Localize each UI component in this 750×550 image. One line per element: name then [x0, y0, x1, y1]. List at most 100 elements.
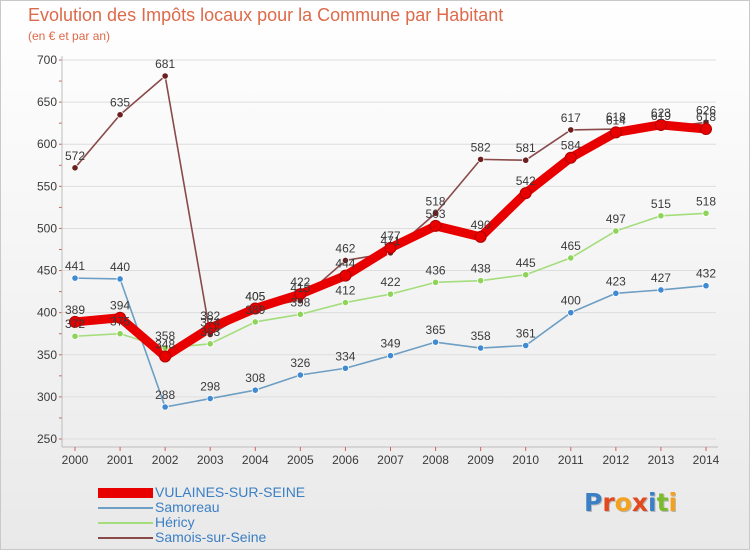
data-point: [116, 330, 124, 338]
data-point: [114, 311, 127, 324]
legend-swatch-vulaines: [98, 488, 153, 498]
data-label: 361: [516, 327, 536, 341]
data-point: [567, 309, 575, 317]
data-point: [386, 352, 395, 360]
data-label: 432: [696, 267, 716, 281]
y-tick-label: 700: [37, 53, 57, 67]
data-label: 497: [606, 212, 626, 226]
data-point: [429, 219, 442, 232]
x-tick-label: 2006: [332, 453, 359, 467]
data-label: 422: [380, 275, 400, 289]
data-label: 444: [335, 257, 355, 271]
data-point: [702, 209, 710, 217]
data-label: 626: [696, 103, 716, 117]
x-tick-label: 2009: [467, 453, 494, 467]
data-point: [204, 321, 217, 334]
data-point: [522, 156, 530, 164]
data-label: 400: [561, 294, 581, 308]
x-tick-label: 2002: [152, 453, 179, 467]
logo-letter: P: [584, 488, 603, 517]
data-point: [474, 230, 487, 243]
logo-letter: i: [668, 488, 678, 517]
y-tick-label: 650: [37, 95, 57, 109]
data-label: 623: [651, 106, 671, 120]
legend-swatch-samois: [98, 537, 153, 539]
data-label: 477: [380, 229, 400, 243]
data-label: 572: [65, 149, 85, 163]
data-label: 618: [696, 110, 716, 124]
data-label: 465: [561, 239, 581, 253]
data-point: [477, 344, 485, 352]
x-tick-label: 2010: [512, 453, 539, 467]
y-tick-label: 450: [37, 264, 57, 278]
data-label: 581: [516, 141, 536, 155]
logo-letter: r: [602, 488, 615, 517]
data-label: 422: [290, 275, 310, 289]
data-label: 389: [245, 303, 265, 317]
data-point: [522, 271, 530, 279]
data-point: [612, 227, 620, 235]
data-label: 542: [516, 174, 536, 188]
data-point: [294, 288, 307, 301]
x-ticks: 2000 2001 2002 2003 2004 2005 2006 2007 2008 2009…: [62, 453, 720, 467]
data-label: 445: [516, 256, 536, 270]
x-tick-label: 2014: [693, 453, 720, 467]
proxiti-logo: Proxiti: [584, 488, 677, 517]
data-label: 375: [110, 315, 130, 329]
data-label: 515: [651, 197, 671, 211]
data-label: 427: [651, 271, 671, 285]
data-label: 288: [155, 388, 175, 402]
data-point: [161, 403, 169, 411]
data-point: [159, 350, 172, 363]
legend-swatch-samoreau: [98, 507, 153, 509]
x-tick-label: 2004: [242, 453, 269, 467]
x-tick-label: 2012: [603, 453, 630, 467]
data-label: 619: [651, 109, 671, 123]
data-point: [567, 254, 575, 262]
data-point: [519, 187, 532, 200]
data-point: [612, 289, 620, 297]
series-markers: [69, 72, 712, 411]
data-point: [431, 338, 440, 346]
data-label: 405: [245, 289, 265, 303]
chart-title: Evolution des Impôts locaux pour la Comm…: [28, 5, 504, 25]
data-point: [477, 155, 485, 163]
data-point: [71, 164, 79, 172]
data-point: [431, 278, 440, 286]
data-point: [657, 286, 665, 294]
logo-letter: x: [631, 488, 648, 517]
data-point: [384, 241, 397, 254]
data-label: 518: [426, 194, 446, 208]
data-label: 618: [606, 110, 626, 124]
data-point: [206, 340, 214, 348]
data-label: 614: [606, 113, 626, 127]
legend-label-samois: Samois-sur-Seine: [155, 529, 267, 545]
data-label: 635: [110, 96, 130, 110]
data-point: [657, 212, 665, 220]
data-point: [341, 298, 350, 307]
x-tick-label: 2013: [648, 453, 675, 467]
legend-swatch-hericy: [98, 522, 153, 524]
data-label: 503: [426, 207, 446, 221]
x-tick-label: 2008: [422, 453, 449, 467]
data-point: [206, 394, 214, 403]
data-point: [296, 310, 304, 318]
data-point: [161, 72, 169, 80]
data-label: 298: [200, 380, 220, 394]
data-label: 436: [426, 263, 446, 277]
data-point: [249, 302, 262, 315]
data-label: 334: [335, 349, 355, 363]
data-label: 374: [200, 316, 220, 330]
data-label: 405: [245, 289, 265, 303]
data-label: 582: [471, 140, 491, 154]
data-label: 462: [335, 241, 355, 255]
data-point: [609, 126, 622, 139]
data-point: [700, 123, 712, 136]
data-point: [522, 341, 530, 350]
x-tick-label: 2005: [287, 453, 314, 467]
data-label: 441: [65, 259, 85, 273]
x-tick-label: 2011: [558, 453, 584, 467]
data-label: 394: [110, 299, 130, 313]
y-tick-label: 250: [37, 432, 57, 446]
